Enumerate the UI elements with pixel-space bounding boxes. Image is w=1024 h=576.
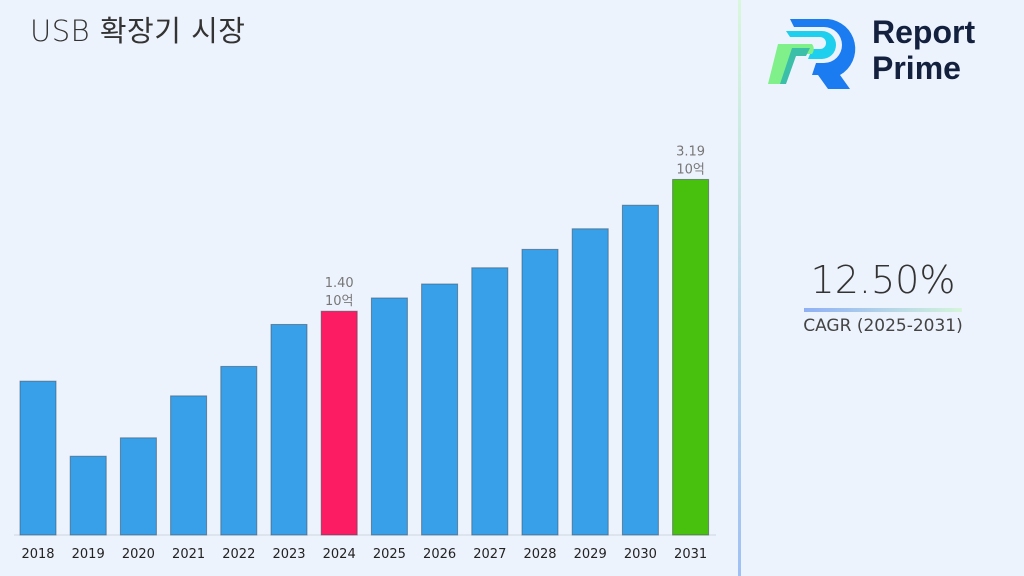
brand-name-line2: Prime <box>872 50 961 86</box>
chart-title: USB 확장기 시장 <box>30 14 246 48</box>
x-tick-label: 2024 <box>323 547 356 562</box>
x-tick-label: 2026 <box>423 547 456 562</box>
bar-2018 <box>19 380 57 536</box>
report-prime-logo-icon <box>768 19 856 89</box>
data-label-unit: 10억 <box>325 294 354 309</box>
x-tick-label: 2028 <box>523 547 556 562</box>
x-tick-label: 2025 <box>373 547 406 562</box>
bar-2019 <box>69 455 107 536</box>
bar-2022 <box>220 365 258 536</box>
data-label-value: 1.40 <box>325 276 354 291</box>
bar-2028 <box>521 248 559 536</box>
cagr-value: 12.50% <box>810 258 956 302</box>
cagr-label: CAGR (2025-2031) <box>803 316 963 336</box>
bar-2020 <box>119 437 157 536</box>
bar-2030 <box>621 204 659 536</box>
bar-2025 <box>370 297 408 536</box>
data-label-value: 3.19 <box>676 144 705 159</box>
bar-2029 <box>571 228 609 536</box>
x-tick-label: 2030 <box>624 547 657 562</box>
x-tick-label: 2022 <box>222 547 255 562</box>
x-tick-label: 2019 <box>72 547 105 562</box>
x-tick-label: 2023 <box>272 547 305 562</box>
x-tick-label: 2020 <box>122 547 155 562</box>
bar-2023 <box>270 323 308 536</box>
brand-name-line1: Report <box>872 14 976 50</box>
bar-2021 <box>170 395 208 536</box>
cagr-underline <box>804 308 962 312</box>
bar-2026 <box>421 283 459 536</box>
divider <box>738 0 741 576</box>
bar-2031 <box>672 178 710 536</box>
bar-2027 <box>471 267 509 536</box>
brand-name: Report Prime <box>872 14 975 86</box>
bar-chart: 2018 2019 2020 2021 2022 2023 2024 2025 2026 2027… <box>14 144 716 562</box>
x-tick-label: 2018 <box>21 547 54 562</box>
x-tick-label: 2029 <box>574 547 607 562</box>
x-tick-label: 2027 <box>473 547 506 562</box>
data-label-unit: 10억 <box>676 162 705 177</box>
x-tick-label: 2031 <box>674 547 707 562</box>
x-tick-label: 2021 <box>172 547 205 562</box>
bar-2024 <box>320 310 358 536</box>
